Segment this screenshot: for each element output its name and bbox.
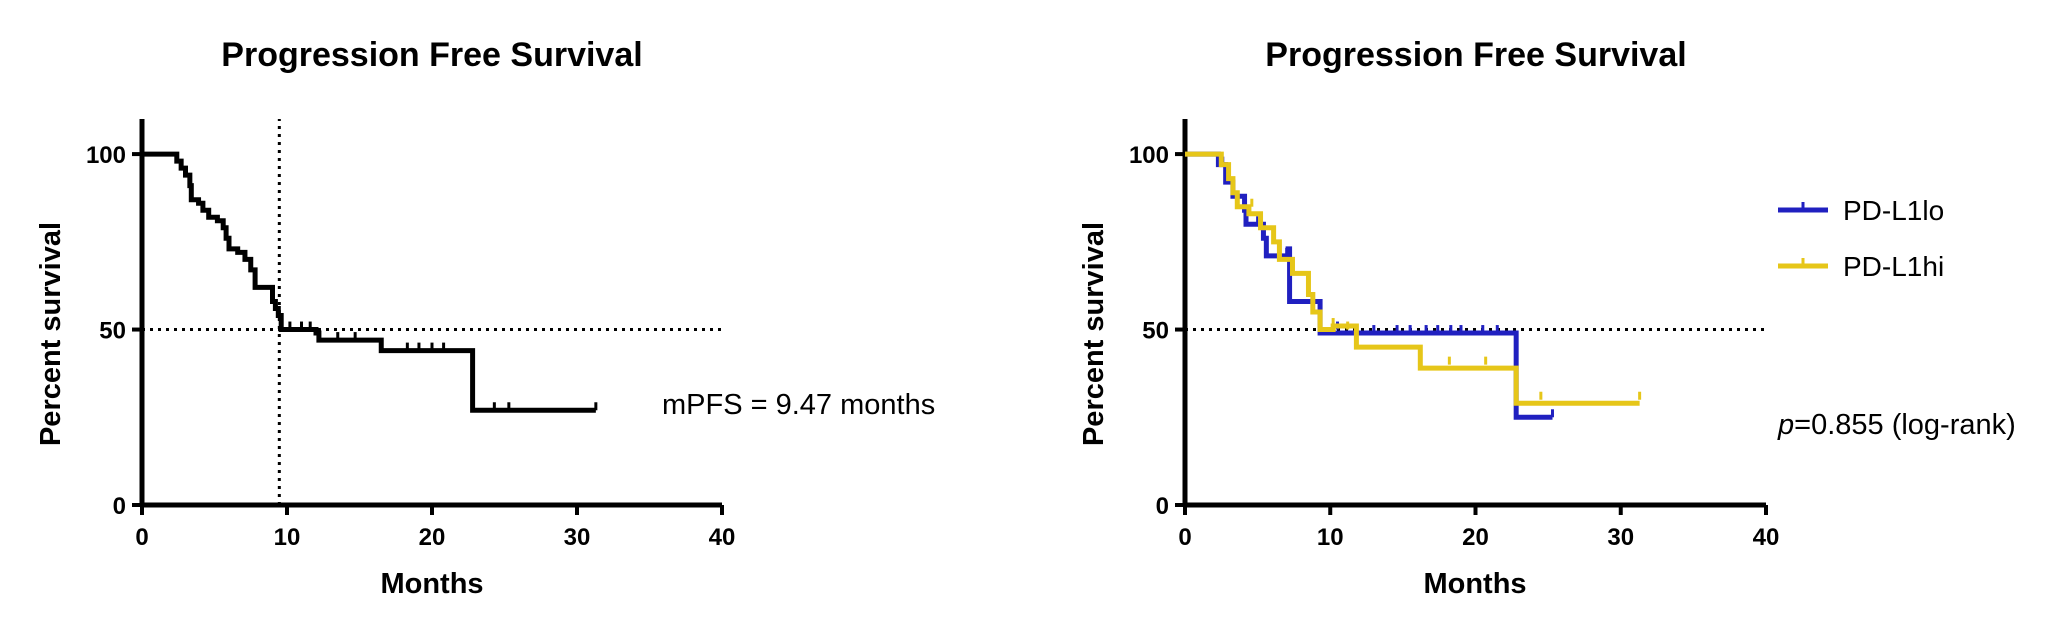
y-tick-label: 50 xyxy=(99,318,126,345)
pfs-by-pdl1-chart: Progression Free Survival Percent surviv… xyxy=(1078,36,2016,600)
legend-label: PD-L1hi xyxy=(1843,251,1944,282)
x-tick-label: 10 xyxy=(1317,524,1344,551)
y-axis-label: Percent survival xyxy=(35,222,67,446)
y-tick-label: 100 xyxy=(86,142,126,169)
y-tick-label: 50 xyxy=(1142,318,1169,345)
chart-title: Progression Free Survival xyxy=(221,36,642,74)
x-tick-label: 20 xyxy=(419,524,446,551)
x-tick-label: 0 xyxy=(1178,524,1191,551)
y-tick-label: 100 xyxy=(1129,142,1169,169)
x-tick-label: 0 xyxy=(135,524,148,551)
y-tick-label: 0 xyxy=(113,493,126,520)
survival-curve xyxy=(1185,151,1640,406)
x-tick-label: 30 xyxy=(1607,524,1634,551)
survival-curve xyxy=(1185,151,1553,420)
survival-curve xyxy=(142,151,596,413)
y-tick-label: 0 xyxy=(1156,493,1169,520)
x-tick-label: 40 xyxy=(709,524,736,551)
x-tick-label: 30 xyxy=(564,524,591,551)
x-tick-label: 40 xyxy=(1753,524,1780,551)
chart-title: Progression Free Survival xyxy=(1265,36,1686,74)
x-tick-label: 20 xyxy=(1462,524,1489,551)
pvalue-text: =0.855 (log-rank) xyxy=(1794,409,2016,441)
legend-label: PD-L1lo xyxy=(1843,195,1944,226)
y-axis-label: Percent survival xyxy=(1078,222,1110,446)
pvalue-symbol: p xyxy=(1777,409,1794,441)
x-axis-label: Months xyxy=(1423,568,1526,600)
pfs-overall-chart: Progression Free Survival Percent surviv… xyxy=(35,36,935,600)
mpfs-annotation: mPFS = 9.47 months xyxy=(662,389,935,421)
x-axis-label: Months xyxy=(380,568,483,600)
pvalue-annotation: p=0.855 (log-rank) xyxy=(1777,409,2016,441)
x-tick-label: 10 xyxy=(274,524,301,551)
